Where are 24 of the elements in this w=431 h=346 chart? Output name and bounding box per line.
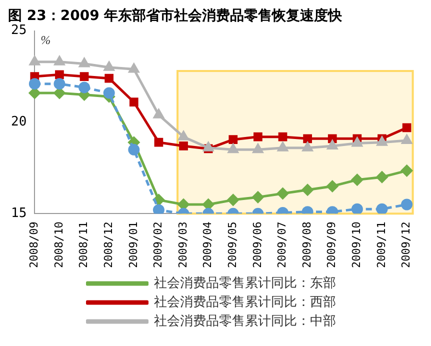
- x-tick-label: 2009/05: [226, 222, 239, 268]
- x-tick-label: 2009/09: [325, 222, 338, 268]
- x-tick-label: 2008/11: [77, 222, 90, 268]
- x-tick-label: 2009/11: [374, 222, 388, 268]
- x-tick-label: 2009/02: [152, 222, 165, 268]
- x-tick-label: 2009/03: [176, 222, 190, 268]
- chart-title: 图 23：2009 年东部省市社会消费品零售恢复速度快: [8, 7, 344, 24]
- x-tick-label: 2009/06: [250, 222, 264, 268]
- legend-label: 社会消费品零售累计同比：中部: [154, 314, 336, 329]
- x-tick-label: 2009/08: [300, 222, 314, 268]
- x-tick-label: 2009/12: [400, 222, 413, 268]
- y-tick-label: 15: [10, 206, 27, 222]
- x-tick-label: 2008/12: [102, 222, 115, 268]
- legend-label: 社会消费品零售累计同比：东部: [154, 276, 336, 291]
- x-tick-label: 2009/01: [126, 222, 140, 268]
- x-tick-label: 2008/10: [52, 222, 66, 268]
- y-axis-title: %: [40, 32, 51, 47]
- x-tick-label: 2009/10: [350, 222, 364, 268]
- x-tick-label: 2009/04: [201, 221, 214, 268]
- y-tick-label: 25: [10, 23, 27, 38]
- x-tick-label: 2009/07: [276, 222, 289, 268]
- x-tick-label: 2008/09: [28, 222, 41, 268]
- legend-label: 社会消费品零售累计同比：西部: [154, 294, 336, 310]
- y-tick-label: 20: [10, 114, 27, 130]
